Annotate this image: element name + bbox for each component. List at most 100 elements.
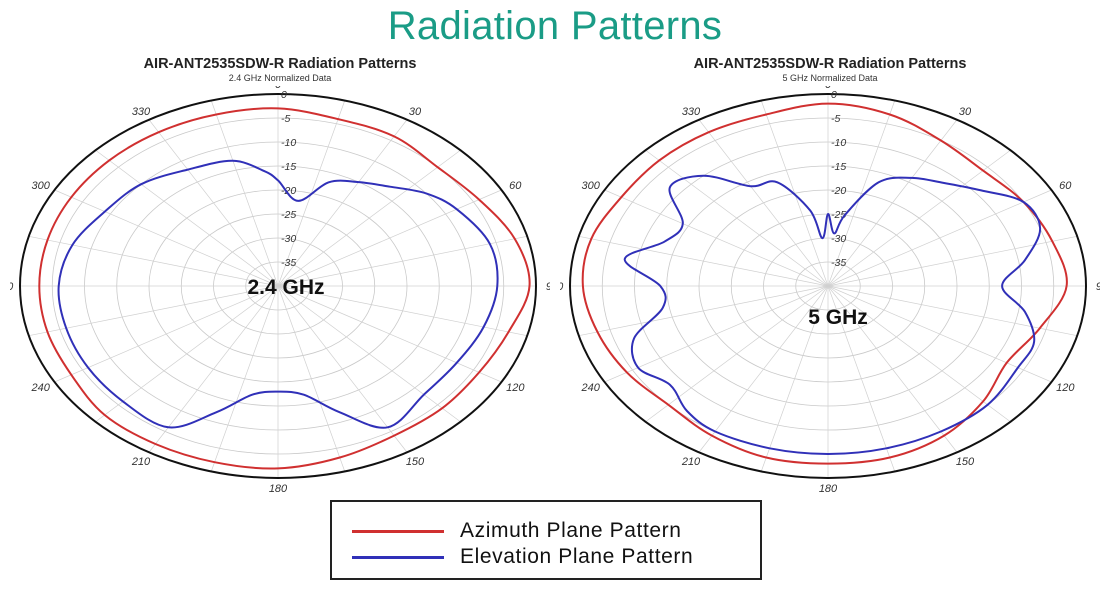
radial-tick-label: -5 bbox=[831, 113, 840, 125]
grid-spoke bbox=[604, 189, 829, 287]
angle-tick-label: 180 bbox=[819, 483, 838, 495]
angle-tick-label: 30 bbox=[959, 106, 972, 118]
angle-tick-label: 270 bbox=[10, 281, 14, 293]
band-annotation: 2.4 GHz bbox=[247, 276, 324, 299]
grid-spoke bbox=[827, 149, 1011, 287]
grid-spoke bbox=[578, 235, 829, 287]
outer-ring bbox=[19, 93, 537, 479]
grid-spoke bbox=[827, 100, 896, 287]
grid-spoke bbox=[54, 189, 279, 287]
polar-grid bbox=[570, 94, 1086, 478]
page-title: Radiation Patterns bbox=[387, 4, 723, 48]
angle-tick-label: 0 bbox=[825, 86, 832, 91]
angle-tick-label: 60 bbox=[509, 180, 522, 192]
grid-spoke bbox=[277, 285, 461, 423]
series-elevation-line bbox=[623, 174, 1042, 455]
radial-tick-label: 0 bbox=[281, 89, 287, 101]
grid-spoke bbox=[698, 285, 829, 453]
angle-tick-label: 300 bbox=[582, 180, 601, 192]
angle-tick-label: 270 bbox=[560, 281, 564, 293]
angle-tick-label: 90 bbox=[546, 281, 550, 293]
chart-panel-5ghz: AIR-ANT2535SDW-R Radiation Patterns 5 GH… bbox=[560, 56, 1100, 506]
legend: Azimuth Plane Pattern Elevation Plane Pa… bbox=[330, 500, 762, 580]
angle-tick-label: 240 bbox=[581, 382, 601, 394]
grid-spoke bbox=[277, 189, 502, 287]
grid-spoke bbox=[54, 285, 279, 383]
grid-spoke bbox=[277, 149, 461, 287]
radial-tick-label: -20 bbox=[831, 185, 846, 197]
grid-spoke bbox=[827, 119, 958, 287]
grid-spoke bbox=[95, 285, 279, 423]
legend-item-azimuth: Azimuth Plane Pattern bbox=[332, 518, 760, 544]
polar-plot-2-4ghz: 0-5-10-15-20-25-30-350306090120150180210… bbox=[10, 86, 550, 495]
grid-spoke bbox=[95, 149, 279, 287]
chart-title: AIR-ANT2535SDW-R Radiation Patterns bbox=[693, 56, 967, 72]
grid-spoke bbox=[827, 189, 1052, 287]
chart-subtitle: 5 GHz Normalized Data bbox=[782, 73, 878, 83]
series-azimuth-line bbox=[38, 107, 531, 470]
angle-tick-label: 240 bbox=[31, 382, 51, 394]
angle-tick-label: 330 bbox=[682, 106, 701, 118]
grid-spoke bbox=[827, 285, 1052, 383]
grid-spoke bbox=[827, 285, 1078, 337]
angle-tick-label: 180 bbox=[269, 483, 288, 495]
grid-spoke bbox=[827, 285, 896, 472]
chart-subtitle: 2.4 GHz Normalized Data bbox=[228, 73, 332, 83]
angle-tick-label: 300 bbox=[32, 180, 51, 192]
grid-spoke bbox=[277, 119, 408, 287]
grid-spoke bbox=[827, 285, 958, 453]
angle-tick-label: 0 bbox=[275, 86, 282, 91]
grid-spoke bbox=[277, 235, 528, 287]
grid-spoke bbox=[148, 285, 279, 453]
grid-spoke bbox=[210, 285, 279, 472]
legend-swatch-azimuth bbox=[352, 530, 444, 533]
angle-tick-label: 150 bbox=[406, 456, 425, 468]
legend-swatch-elevation bbox=[352, 556, 444, 559]
grid-spoke bbox=[277, 285, 502, 383]
grid-spoke bbox=[645, 149, 829, 287]
grid-spoke bbox=[827, 235, 1078, 287]
grid-spoke bbox=[604, 285, 829, 383]
series-elevation-line bbox=[57, 159, 499, 429]
polar-plot-5ghz: 0-5-10-15-20-25-30-350306090120150180210… bbox=[560, 86, 1100, 495]
angle-tick-label: 210 bbox=[131, 456, 151, 468]
radial-tick-label: -35 bbox=[281, 257, 296, 269]
angle-tick-label: 30 bbox=[409, 106, 422, 118]
grid-spoke bbox=[28, 235, 279, 287]
angle-tick-label: 120 bbox=[506, 382, 525, 394]
outer-ring bbox=[569, 93, 1087, 479]
radial-tick-label: -10 bbox=[281, 137, 296, 149]
grid-spoke bbox=[578, 285, 829, 337]
legend-label-elevation: Elevation Plane Pattern bbox=[460, 545, 694, 568]
grid-spoke bbox=[148, 119, 279, 287]
grid-spoke bbox=[277, 285, 346, 472]
chart-panel-2-4ghz: AIR-ANT2535SDW-R Radiation Patterns 2.4 … bbox=[10, 56, 550, 506]
angle-tick-label: 120 bbox=[1056, 382, 1075, 394]
angle-tick-label: 330 bbox=[132, 106, 151, 118]
legend-item-elevation: Elevation Plane Pattern bbox=[332, 544, 760, 570]
radial-tick-label: -25 bbox=[281, 209, 296, 221]
angle-tick-label: 210 bbox=[681, 456, 701, 468]
radial-tick-label: -30 bbox=[831, 233, 846, 245]
grid-spoke bbox=[645, 285, 829, 423]
radial-tick-label: -10 bbox=[831, 137, 846, 149]
radial-tick-label: -15 bbox=[281, 161, 296, 173]
angle-tick-label: 90 bbox=[1096, 281, 1100, 293]
grid-spoke bbox=[210, 100, 279, 287]
legend-label-azimuth: Azimuth Plane Pattern bbox=[460, 519, 682, 542]
grid-spoke bbox=[698, 119, 829, 287]
radial-tick-label: -5 bbox=[281, 113, 290, 125]
grid-spoke bbox=[827, 285, 1011, 423]
angle-tick-label: 150 bbox=[956, 456, 975, 468]
radial-tick-label: -30 bbox=[281, 233, 296, 245]
angle-tick-label: 60 bbox=[1059, 180, 1072, 192]
grid-spoke bbox=[277, 285, 528, 337]
grid-spoke bbox=[28, 285, 279, 337]
grid-spoke bbox=[760, 285, 829, 472]
grid-spoke bbox=[277, 285, 408, 453]
radial-tick-label: 0 bbox=[831, 89, 837, 101]
band-annotation: 5 GHz bbox=[808, 306, 868, 329]
radial-tick-label: -35 bbox=[831, 257, 846, 269]
polar-grid bbox=[20, 94, 536, 478]
chart-title: AIR-ANT2535SDW-R Radiation Patterns bbox=[143, 56, 417, 72]
